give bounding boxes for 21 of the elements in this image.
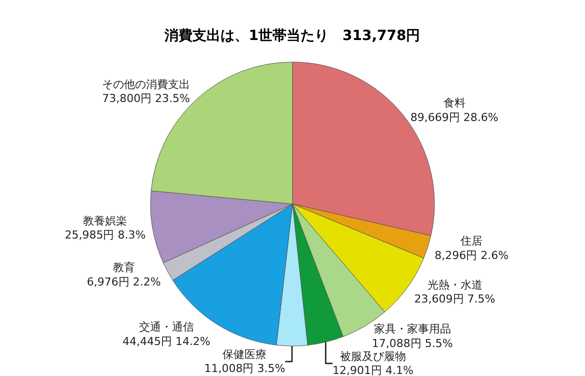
- data-label: 17,088円 5.5%: [372, 336, 453, 350]
- chart-title: 消費支出は、1世帯当たり 313,778円: [164, 28, 420, 44]
- slice-label: 食料: [443, 96, 466, 110]
- slice-label: 教養娯楽: [83, 214, 128, 228]
- slice-label: 交通・通信: [138, 320, 194, 334]
- data-label: 8,296円 2.6%: [434, 248, 509, 262]
- data-label: 44,445円 14.2%: [122, 334, 210, 348]
- slice-label: その他の消費支出: [102, 78, 190, 91]
- data-label: 73,800円 23.5%: [102, 92, 190, 106]
- data-label: 11,008円 3.5%: [204, 362, 286, 376]
- data-label: 12,901円 4.1%: [332, 364, 414, 376]
- data-label: 25,985円 8.3%: [64, 228, 146, 242]
- data-label: 89,669円 28.6%: [410, 110, 498, 124]
- slice-label: 光熱・水道: [427, 278, 482, 292]
- slice-label: 家具・家事用品: [374, 322, 451, 336]
- slice-label: 教育: [112, 261, 135, 274]
- slice-label: 住居: [460, 234, 483, 248]
- slice-label: 被服及び履物: [340, 350, 406, 363]
- data-label: 23,609円 7.5%: [414, 292, 496, 306]
- slice-label: 保健医療: [222, 348, 267, 361]
- data-label: 6,976円 2.2%: [86, 275, 161, 288]
